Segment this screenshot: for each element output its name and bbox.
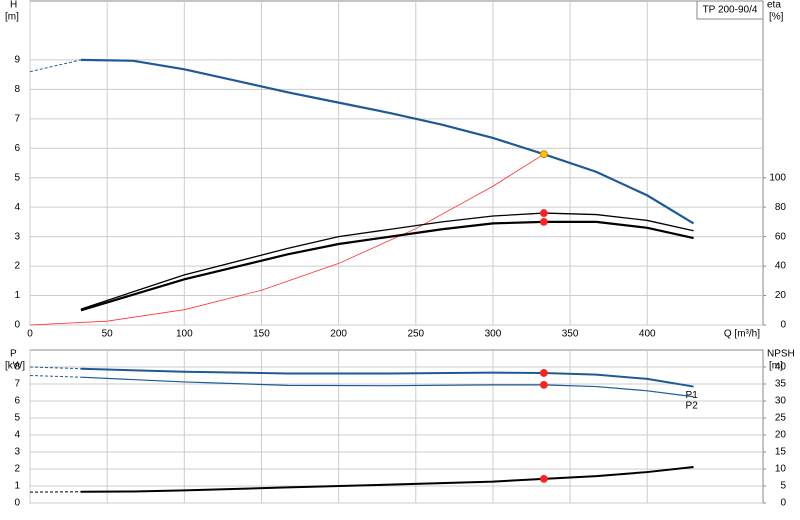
series-line xyxy=(29,59,82,73)
plot-frame xyxy=(29,0,764,326)
y2-tick-label: 5 xyxy=(780,481,786,492)
y-tick-label: 6 xyxy=(14,143,20,154)
operating-point xyxy=(539,369,548,377)
y2-tick-label: 20 xyxy=(775,430,787,441)
y-tick-label: 4 xyxy=(14,202,20,213)
y2-axis-label: NPSH xyxy=(767,349,795,360)
y2-axis-unit: [%] xyxy=(769,12,784,23)
y-tick-label: 9 xyxy=(14,55,20,66)
y-axis-label: H xyxy=(10,0,17,11)
y2-tick-label: 15 xyxy=(775,447,787,458)
series-line xyxy=(80,465,694,493)
series-line xyxy=(80,220,694,312)
series-line xyxy=(29,153,545,326)
y-tick-label: 3 xyxy=(14,447,20,458)
x-tick-label: 50 xyxy=(102,329,114,340)
y-axis-unit: [kW] xyxy=(5,361,25,372)
y-tick-label: 7 xyxy=(14,379,20,390)
series-line xyxy=(80,376,694,398)
x-tick-label: 200 xyxy=(330,329,347,340)
chart-title: TP 200-90/4 xyxy=(703,5,758,16)
x-tick-label: 150 xyxy=(253,329,270,340)
y2-tick-label: 0 xyxy=(780,498,786,509)
operating-point xyxy=(539,218,548,226)
y2-tick-label: 80 xyxy=(775,202,787,213)
series-line xyxy=(80,367,694,388)
y-tick-label: 5 xyxy=(14,413,20,424)
y-tick-label: 7 xyxy=(14,113,20,124)
y-tick-label: 3 xyxy=(14,231,20,242)
y-tick-label: 1 xyxy=(14,481,20,492)
series-label: P2 xyxy=(686,400,699,411)
y-tick-label: 8 xyxy=(14,84,20,95)
y-tick-label: 2 xyxy=(14,261,20,272)
series-line xyxy=(80,58,695,225)
series-line xyxy=(29,366,81,370)
y2-tick-label: 10 xyxy=(775,464,787,475)
y2-tick-label: 60 xyxy=(775,231,787,242)
y-tick-label: 8 xyxy=(14,362,20,373)
operating-point xyxy=(539,380,548,389)
y-axis-unit: [m] xyxy=(5,12,19,23)
title-box xyxy=(696,0,764,20)
y2-tick-label: 20 xyxy=(775,290,787,301)
y2-axis-label: eta xyxy=(767,0,781,11)
operating-point xyxy=(539,474,548,483)
y2-tick-label: 0 xyxy=(780,320,786,331)
y-tick-label: 5 xyxy=(14,172,20,183)
y-tick-label: 0 xyxy=(14,498,20,509)
y-axis-label: P xyxy=(10,349,17,360)
operating-point xyxy=(539,150,548,159)
operating-point xyxy=(539,209,548,217)
x-axis-label: Q [m³/h] xyxy=(724,329,760,340)
series-label: P1 xyxy=(686,390,699,401)
y2-tick-label: 100 xyxy=(769,172,786,183)
y2-tick-label: 30 xyxy=(775,396,787,407)
x-tick-label: 350 xyxy=(562,329,579,340)
x-tick-label: 400 xyxy=(639,329,656,340)
x-tick-label: 300 xyxy=(485,329,502,340)
x-tick-label: 100 xyxy=(176,329,193,340)
x-tick-label: 250 xyxy=(407,329,424,340)
y2-tick-label: 40 xyxy=(775,261,787,272)
y2-tick-label: 35 xyxy=(775,379,787,390)
y-tick-label: 1 xyxy=(14,290,20,301)
y-tick-label: 6 xyxy=(14,396,20,407)
series-line xyxy=(80,212,694,310)
series-line xyxy=(29,375,81,378)
y2-axis-unit: [m] xyxy=(769,361,783,372)
y2-tick-label: 40 xyxy=(775,362,787,373)
y-tick-label: 4 xyxy=(14,430,20,441)
x-tick-label: 0 xyxy=(27,329,33,340)
y-tick-label: 2 xyxy=(14,464,20,475)
y-tick-label: 0 xyxy=(14,320,20,331)
y2-tick-label: 25 xyxy=(775,413,787,424)
